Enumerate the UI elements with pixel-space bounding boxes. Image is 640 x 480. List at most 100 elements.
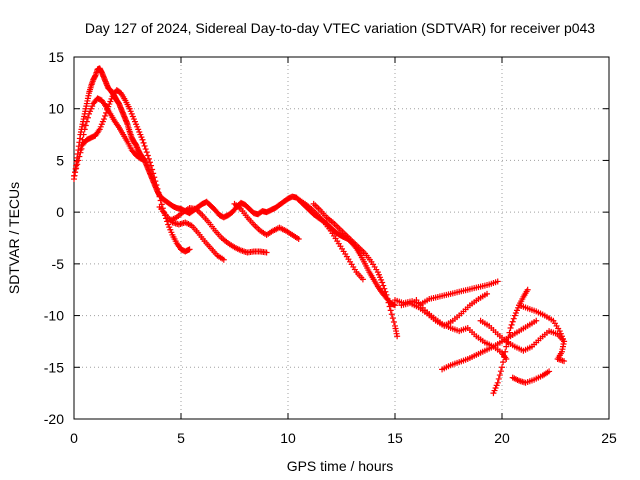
data-point [76, 153, 83, 160]
data-point [186, 246, 193, 253]
y-tick-label: 15 [48, 49, 64, 65]
data-point [80, 131, 87, 138]
data-point [146, 159, 153, 166]
y-tick-label: -10 [44, 308, 64, 324]
data-point [84, 114, 91, 121]
data-point [505, 334, 512, 341]
series-track-8 [310, 200, 401, 340]
data-point [382, 288, 389, 295]
y-tick-label: -5 [52, 256, 65, 272]
data-point [383, 291, 390, 298]
data-point [143, 149, 150, 156]
data-point [154, 185, 161, 192]
series-track-3 [77, 95, 148, 164]
data-point [496, 372, 503, 379]
series-track-15 [516, 302, 568, 365]
data-point [73, 165, 80, 172]
data-point [381, 285, 388, 292]
data-point [509, 318, 516, 325]
x-axis-label: GPS time / hours [287, 458, 394, 474]
data-point [388, 311, 395, 318]
y-tick-label: 10 [48, 101, 64, 117]
data-point [102, 112, 109, 119]
data-point [75, 157, 82, 164]
data-point [141, 142, 148, 149]
y-tick-label: -20 [44, 411, 64, 427]
data-point [150, 170, 157, 177]
series-track-13 [490, 286, 531, 397]
data-point [392, 302, 398, 309]
series-track-1 [71, 65, 398, 309]
data-point [156, 193, 163, 200]
data-points [71, 65, 568, 397]
series-track-5 [167, 205, 270, 256]
grid [74, 57, 609, 419]
data-point [157, 197, 164, 204]
data-point [144, 152, 151, 159]
data-point [149, 166, 156, 173]
data-point [152, 178, 159, 185]
data-point [546, 368, 553, 375]
data-point [72, 169, 79, 176]
data-point [506, 329, 513, 336]
data-point [507, 324, 514, 331]
data-point [295, 236, 302, 243]
data-point [359, 276, 366, 283]
plot-frame [73, 56, 610, 420]
data-point [495, 375, 502, 382]
data-point [387, 307, 394, 314]
series-track-7 [295, 196, 366, 283]
series-track-12 [439, 317, 540, 373]
data-point [78, 141, 85, 148]
data-point [500, 359, 507, 366]
data-point [385, 299, 392, 306]
data-point [499, 364, 505, 371]
data-point [151, 174, 158, 181]
data-point [389, 315, 396, 322]
data-point [153, 181, 160, 188]
data-point [141, 157, 148, 164]
data-point [145, 155, 152, 162]
data-point [501, 353, 508, 360]
x-tick-label: 0 [70, 430, 78, 446]
data-point [71, 172, 77, 179]
data-point [220, 256, 227, 263]
x-tick-label: 5 [177, 430, 185, 446]
data-point [394, 333, 401, 340]
y-tick-label: -15 [44, 359, 64, 375]
data-point [390, 319, 397, 326]
data-point [494, 379, 501, 386]
data-point [82, 122, 89, 129]
data-point [263, 249, 270, 256]
data-point [502, 348, 509, 355]
data-point [508, 321, 515, 328]
y-axis-label: SDTVAR / TECUs [6, 182, 22, 294]
data-point [81, 126, 88, 133]
y-tick-label: 0 [56, 204, 64, 220]
data-point [148, 162, 155, 169]
axis-ticks: 0 5 10 15 20 25 -20 -15 -10 -5 0 5 10 15 [44, 49, 617, 446]
data-point [77, 147, 84, 154]
y-tick-label: 5 [56, 152, 64, 168]
data-point [497, 368, 504, 375]
x-tick-label: 10 [280, 430, 296, 446]
data-point [155, 189, 162, 196]
data-point [524, 286, 531, 293]
data-point [503, 343, 510, 350]
x-tick-label: 20 [494, 430, 510, 446]
data-point [494, 278, 501, 285]
series-track-6 [231, 200, 302, 243]
x-tick-label: 15 [387, 430, 403, 446]
data-point [79, 136, 86, 143]
data-point [379, 279, 386, 286]
data-point [384, 295, 391, 302]
chart-title: Day 127 of 2024, Sidereal Day-to-day VTE… [85, 20, 595, 36]
data-point [142, 146, 149, 153]
data-point [533, 317, 540, 324]
series-track-16 [509, 368, 553, 386]
data-point [100, 116, 107, 123]
data-point [380, 282, 387, 289]
data-point [139, 136, 146, 143]
series-track-4 [156, 203, 227, 263]
